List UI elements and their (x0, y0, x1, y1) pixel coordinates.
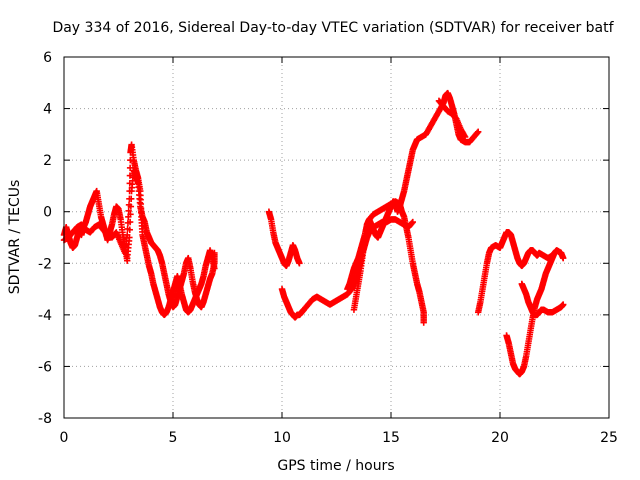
y-tick-label: -2 (38, 256, 52, 272)
y-tick-label: 0 (43, 205, 52, 221)
x-tick-label: 20 (491, 430, 509, 446)
x-tick-label: 0 (60, 430, 69, 446)
data-point (475, 128, 482, 135)
data-points (60, 89, 567, 378)
x-tick-label: 25 (600, 430, 618, 446)
x-tick-label: 15 (382, 430, 400, 446)
y-tick-label: -4 (38, 308, 52, 324)
data-point (461, 133, 469, 141)
grid-lines (64, 57, 609, 418)
chart-title: Day 334 of 2016, Sidereal Day-to-day VTE… (52, 20, 614, 36)
data-point (125, 207, 132, 215)
data-point (296, 260, 303, 267)
data-point (211, 249, 218, 257)
data-point (557, 249, 565, 257)
data-point (126, 164, 134, 172)
data-point (127, 211, 134, 218)
x-tick-label: 10 (273, 430, 291, 446)
data-point (409, 218, 416, 226)
data-point (126, 218, 134, 226)
y-tick-label: -6 (38, 359, 52, 375)
x-axis-label: GPS time / hours (277, 458, 394, 474)
plot-frame (63, 56, 610, 419)
data-point (126, 234, 133, 241)
y-tick-label: -8 (38, 411, 52, 427)
data-point (128, 195, 135, 203)
data-point (560, 254, 567, 262)
data-point (420, 319, 427, 326)
y-tick-label: 6 (43, 50, 52, 66)
y-axis-label: SDTVAR / TECUs (7, 180, 23, 295)
x-tick-label: 5 (169, 430, 178, 446)
data-point (126, 226, 133, 233)
y-tick-label: 2 (43, 153, 52, 169)
data-point (560, 301, 567, 308)
axis-ticks: 0 5 10 15 20 25 -8 -6 -4 -2 0 2 4 6 (38, 50, 618, 446)
data-point (127, 203, 135, 210)
y-tick-label: 4 (43, 102, 52, 118)
